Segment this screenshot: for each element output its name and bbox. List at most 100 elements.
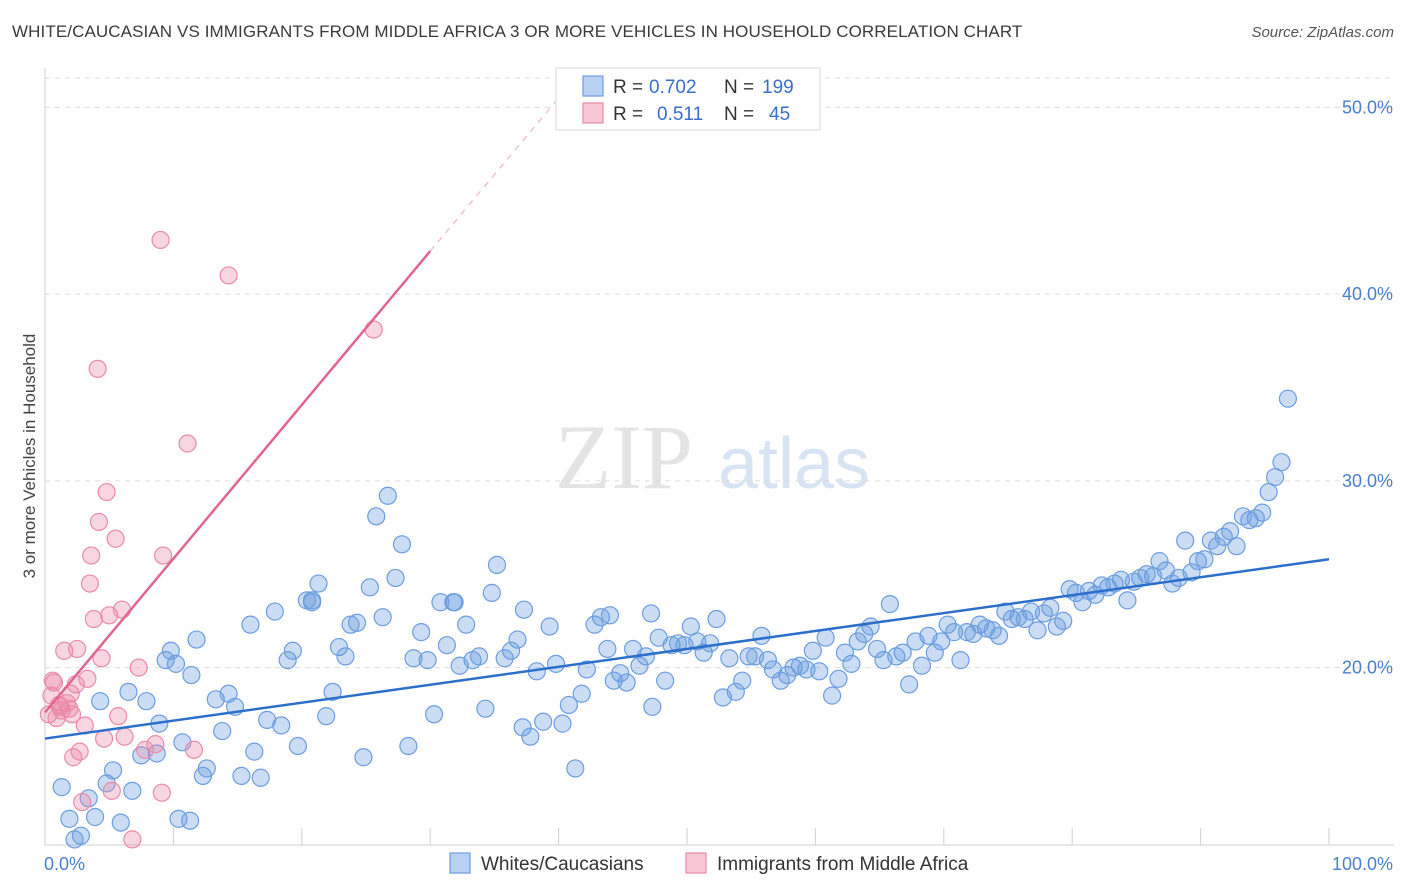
whites-point-0 (52, 778, 71, 797)
watermark-zip: ZIP (555, 406, 693, 508)
legend-n-label-2: N = (724, 104, 754, 125)
whites-point-140 (951, 651, 970, 670)
whites-point-5 (85, 807, 105, 827)
immigrants-point-32 (129, 658, 148, 677)
legend-n-value-1: 199 (762, 77, 794, 98)
whites-point-139 (944, 623, 964, 642)
whites-point-193 (166, 654, 186, 673)
whites-point-191 (1278, 389, 1298, 408)
chart-title: WHITE/CAUCASIAN VS IMMIGRANTS FROM MIDDL… (12, 22, 1023, 41)
whites-point-9 (111, 813, 130, 832)
whites-point-77 (546, 654, 566, 673)
x-tick-label-1: 100.0% (1332, 854, 1393, 874)
whites-point-107 (739, 647, 758, 666)
whites-point-92 (643, 697, 662, 716)
whites-point-146 (989, 626, 1009, 645)
whites-point-171 (1150, 552, 1169, 571)
immigrants-point-39 (184, 740, 204, 759)
whites-point-190 (1272, 453, 1291, 472)
whites-point-36 (283, 641, 302, 660)
whites-point-175 (1176, 531, 1195, 550)
axes (44, 68, 1394, 846)
whites-point-132 (900, 675, 919, 694)
whites-point-123 (842, 654, 861, 673)
whites-point-16 (156, 651, 175, 670)
whites-point-54 (399, 736, 418, 756)
y-tick-label-2: 40.0% (1342, 284, 1393, 304)
trend-line-whites (44, 558, 1330, 740)
immigrants-point-36 (152, 783, 171, 802)
series-immigrants (39, 230, 383, 849)
whites-point-121 (829, 669, 848, 688)
immigrants-point-17 (80, 574, 100, 593)
whites-point-42 (323, 682, 342, 701)
whites-point-34 (272, 716, 291, 735)
whites-point-46 (347, 613, 367, 632)
immigrants-point-37 (154, 546, 173, 565)
whites-point-176 (1182, 563, 1201, 582)
legend-r-label-2: R = (613, 104, 643, 125)
trend-line-immigrants-extension (429, 97, 560, 252)
whites-point-43 (329, 637, 349, 657)
legend-n-value-2: 45 (769, 104, 790, 125)
whites-point-106 (733, 671, 752, 690)
whites-point-3 (71, 826, 91, 845)
immigrants-point-14 (73, 792, 92, 812)
whites-point-75 (534, 712, 553, 731)
whites-point-40 (309, 574, 328, 593)
whites-point-8 (103, 761, 123, 780)
whites-point-197 (641, 604, 661, 623)
immigrants-point-12 (67, 639, 87, 659)
whites-point-169 (1137, 565, 1156, 584)
whites-point-187 (1253, 503, 1272, 522)
y-axis-label: 3 or more Vehicles in Household (20, 334, 39, 579)
whites-point-94 (656, 671, 675, 690)
legend-swatch-pink (582, 102, 604, 124)
whites-point-44 (336, 647, 355, 666)
immigrants-point-38 (178, 434, 197, 453)
whites-point-125 (855, 624, 874, 644)
series-legend: Whites/Caucasians Immigrants from Middle… (449, 852, 969, 875)
whites-point-96 (668, 634, 688, 653)
whites-point-109 (752, 626, 771, 645)
whites-point-81 (572, 684, 591, 703)
whites-point-194 (445, 593, 464, 612)
whites-point-78 (553, 714, 572, 733)
whites-point-80 (566, 759, 585, 778)
whites-point-70 (501, 641, 521, 660)
immigrants-point-41 (364, 320, 383, 339)
whites-point-10 (119, 682, 138, 701)
whites-point-120 (822, 686, 842, 705)
immigrants-point-13 (70, 742, 89, 761)
legend-r-value-2: 0.511 (657, 104, 703, 125)
whites-point-73 (521, 727, 540, 746)
whites-point-183 (1227, 537, 1246, 556)
immigrants-point-34 (146, 735, 165, 754)
whites-point-127 (867, 639, 887, 659)
watermark-atlas: atlas (718, 424, 870, 504)
whites-point-30 (245, 742, 264, 761)
immigrants-point-22 (92, 649, 111, 668)
whites-point-198 (182, 665, 201, 685)
whites-point-69 (495, 649, 514, 668)
whites-point-134 (912, 656, 932, 675)
source-label: Source: ZipAtlas.com (1251, 24, 1394, 41)
whites-point-105 (726, 682, 745, 701)
legend-r-label-1: R = (613, 77, 643, 98)
whites-point-65 (469, 647, 489, 666)
immigrants-point-42 (43, 671, 62, 690)
whites-point-58 (424, 705, 444, 724)
whites-point-71 (508, 630, 527, 649)
whites-point-59 (431, 593, 450, 612)
whites-point-79 (559, 695, 578, 715)
legend-r-value-1: 0.702 (649, 77, 697, 98)
watermark: ZIP atlas (555, 406, 870, 508)
whites-point-124 (848, 632, 867, 651)
whites-point-53 (392, 535, 412, 554)
whites-point-13 (137, 692, 156, 711)
immigrants-point-24 (97, 482, 116, 502)
immigrants-point-29 (112, 600, 132, 619)
immigrants-point-35 (151, 230, 170, 250)
whites-point-113 (778, 665, 797, 685)
whites-point-156 (1054, 611, 1073, 631)
